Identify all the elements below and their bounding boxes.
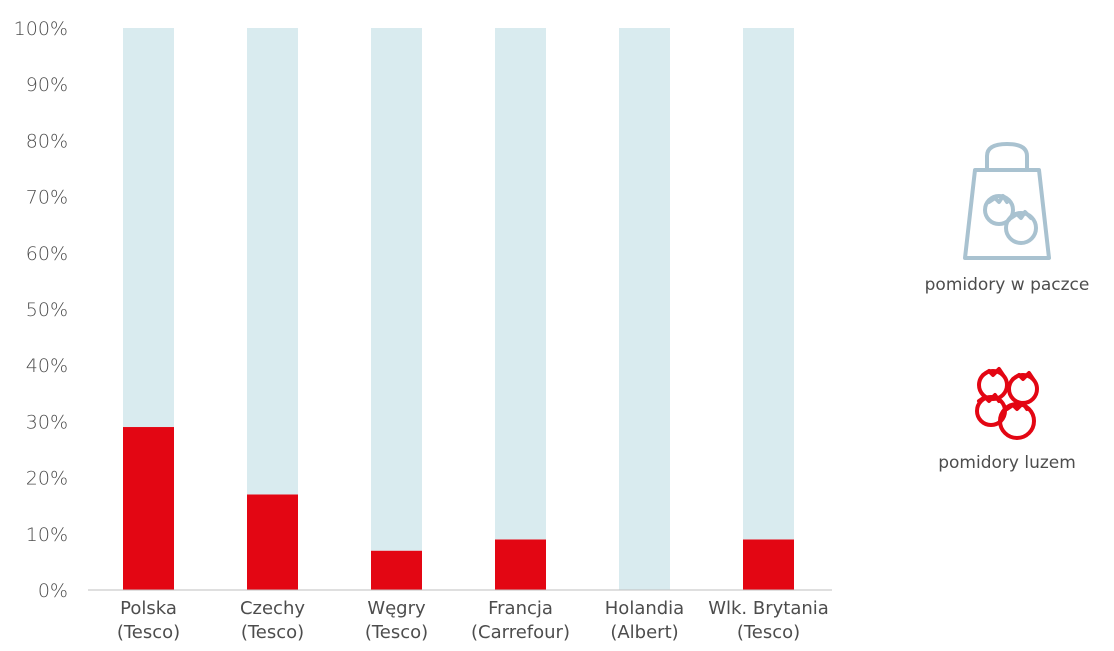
y-axis: 0% 10% 20% 30% 40% 50% 60% 70% 80% 90% 100%: [14, 18, 68, 602]
legend-label-loose: pomidory luzem: [938, 453, 1076, 473]
x-tick-label: Węgry (Tesco): [365, 598, 428, 643]
stacked-bar-chart: 0% 10% 20% 30% 40% 50% 60% 70% 80% 90% 100% Polska…: [14, 18, 832, 643]
bar-segment-packaged: [495, 28, 546, 540]
bar-segment-packaged: [743, 28, 794, 540]
bar-segment-loose: [495, 539, 546, 590]
y-tick-label: 70%: [26, 187, 68, 209]
x-tick-label: Holandia (Albert): [605, 598, 684, 643]
y-tick-label: 40%: [26, 355, 68, 377]
y-tick-label: 60%: [26, 243, 68, 265]
bar-segment-packaged: [123, 28, 174, 428]
bar-segment-loose: [247, 494, 298, 590]
y-tick-label: 0%: [38, 580, 68, 602]
bar-segment-loose: [371, 550, 422, 590]
y-tick-label: 50%: [26, 299, 68, 321]
y-tick-label: 100%: [14, 18, 68, 40]
bars: [123, 28, 794, 590]
y-tick-label: 20%: [26, 468, 68, 490]
bar-segment-loose: [743, 539, 794, 590]
legend-item-packaged: pomidory w paczce: [900, 140, 1114, 295]
y-tick-label: 80%: [26, 130, 68, 152]
y-tick-label: 90%: [26, 74, 68, 96]
y-tick-label: 10%: [26, 524, 68, 546]
x-tick-label: Polska (Tesco): [117, 598, 180, 643]
x-tick-label: Wlk. Brytania (Tesco): [708, 598, 829, 643]
shopping-bag-tomatoes-icon: [963, 142, 1051, 260]
x-tick-label: Czechy (Tesco): [240, 598, 305, 643]
bar-segment-packaged: [619, 28, 670, 590]
bar-segment-packaged: [247, 28, 298, 495]
tomatoes-icon: [975, 367, 1039, 440]
bar-segment-packaged: [371, 28, 422, 551]
bar-segment-loose: [123, 427, 174, 590]
x-tick-label: Francja (Carrefour): [471, 598, 570, 643]
x-axis-labels: Polska (Tesco) Czechy (Tesco) Węgry (Tesco) Fr…: [117, 598, 829, 643]
legend-item-loose: pomidory luzem: [900, 365, 1114, 473]
legend-label-packaged: pomidory w paczce: [924, 275, 1090, 295]
y-tick-label: 30%: [26, 411, 68, 433]
